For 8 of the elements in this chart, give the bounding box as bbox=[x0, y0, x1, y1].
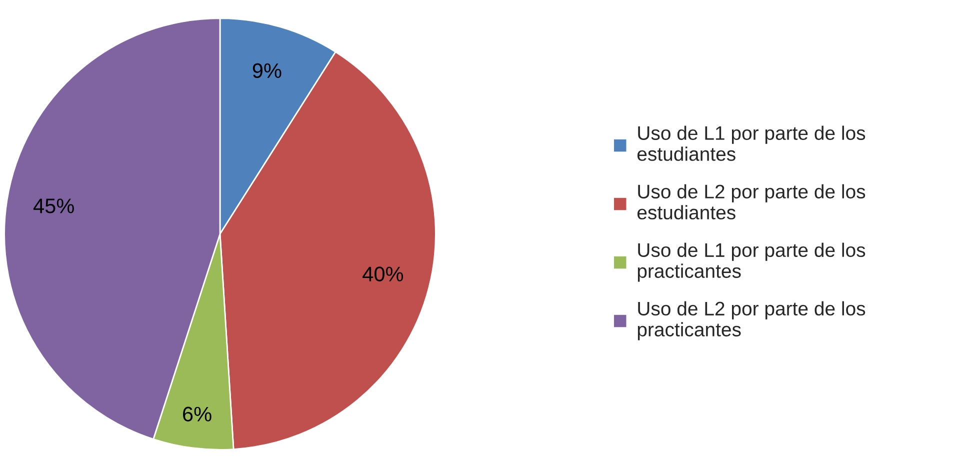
legend-label: Uso de L2 por parte de los estudiantes bbox=[637, 184, 866, 220]
legend-label: Uso de L1 por parte de los practicantes bbox=[638, 242, 866, 282]
data-label: 6% bbox=[183, 406, 212, 422]
legend-label: Uso de L2 por parte de los practicantes bbox=[638, 301, 866, 340]
legend-label: Uso de L1 por parte de los estudiantes bbox=[637, 126, 866, 161]
data-label: 9% bbox=[252, 63, 282, 78]
data-label: 40% bbox=[362, 266, 404, 282]
data-label: 45% bbox=[33, 198, 74, 214]
